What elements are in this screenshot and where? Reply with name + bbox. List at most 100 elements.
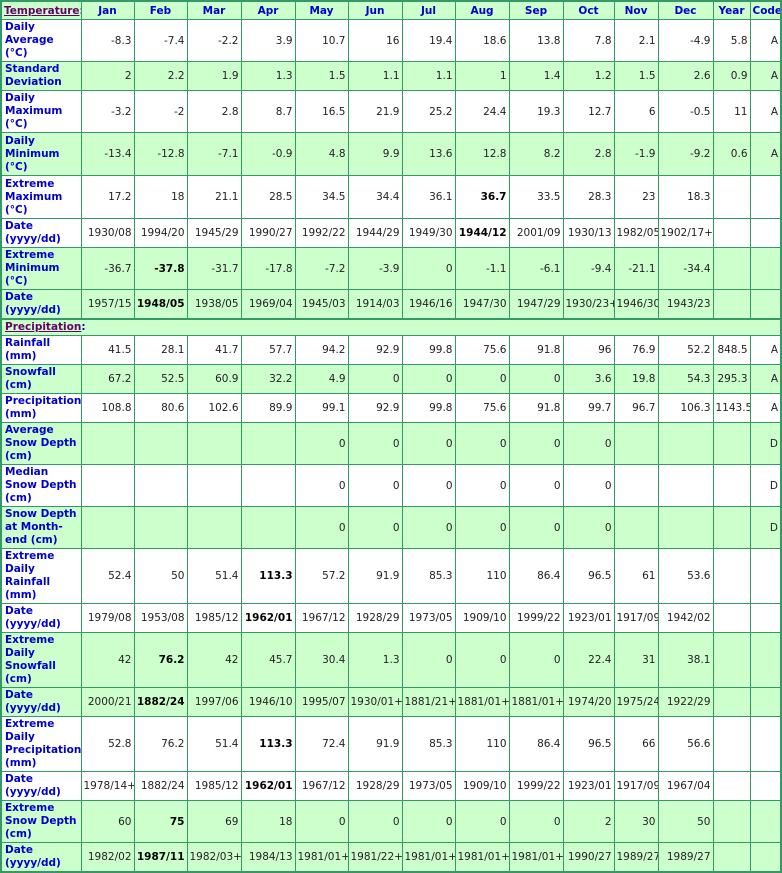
row-label: Average Snow Depth (cm) — [0, 422, 82, 465]
value-cell: -17.8 — [240, 247, 296, 290]
value-cell: 0 — [401, 364, 456, 394]
value-cell: 22.4 — [562, 632, 615, 688]
value-cell: 0 — [401, 247, 456, 290]
value-cell: 38.1 — [657, 632, 714, 688]
month-header: Jul — [401, 0, 456, 20]
code-cell — [749, 771, 782, 801]
month-header: Sep — [508, 0, 564, 20]
value-cell: 96 — [562, 335, 615, 365]
value-cell: 33.5 — [508, 175, 564, 219]
code-cell: D — [749, 506, 782, 549]
year-cell — [712, 548, 751, 604]
value-cell: 99.7 — [562, 393, 615, 423]
colon: : — [81, 321, 86, 333]
code-cell: A — [749, 393, 782, 423]
value-cell: 2 — [80, 61, 135, 91]
value-cell: 1962/01 — [240, 771, 296, 801]
value-cell: 0 — [562, 422, 615, 465]
value-cell: 1995/07 — [294, 687, 349, 717]
value-cell: 4.9 — [294, 364, 349, 394]
value-cell: 1928/29 — [347, 771, 403, 801]
code-cell: A — [749, 132, 782, 176]
year-cell — [712, 247, 751, 290]
row-label: Daily Maximum (°C) — [0, 90, 82, 133]
value-cell: 1881/01+ — [454, 687, 510, 717]
value-cell: 21.9 — [347, 90, 403, 133]
value-cell: 18 — [240, 800, 296, 843]
row-label: Extreme Daily Precipitation (mm) — [0, 716, 82, 772]
value-cell: 16.5 — [294, 90, 349, 133]
data-row: Daily Minimum (°C) -13.4 -12.8 -7.1 -0.9 4.8 9… — [0, 132, 782, 176]
value-cell: -13.4 — [80, 132, 135, 176]
value-cell: 42 — [186, 632, 242, 688]
row-label: Extreme Minimum (°C) — [0, 247, 82, 290]
value-cell: 52.4 — [80, 548, 135, 604]
data-row: Snowfall (cm) 67.2 52.5 60.9 32.2 4.9 0 0 0 0 3.6 1… — [0, 364, 782, 394]
value-cell: 1987/11 — [133, 842, 188, 873]
value-cell: 1981/01+ — [401, 842, 456, 873]
value-cell: 19.4 — [401, 19, 456, 62]
value-cell: 72.4 — [294, 716, 349, 772]
value-cell: 1.3 — [347, 632, 403, 688]
row-label: Daily Minimum (°C) — [0, 132, 82, 176]
value-cell: 0 — [454, 506, 510, 549]
code-cell — [749, 247, 782, 290]
data-row: Extreme Daily Snowfall (cm) 42 76.2 42 45.7 3… — [0, 632, 782, 688]
value-cell: 28.5 — [240, 175, 296, 219]
data-row: Extreme Snow Depth (cm) 60 75 69 18 0 0 0 0 0 2 30 5… — [0, 800, 782, 843]
value-cell: 75.6 — [454, 393, 510, 423]
row-label: Date (yyyy/dd) — [0, 218, 82, 248]
value-cell: 1.9 — [186, 61, 242, 91]
value-cell: 34.4 — [347, 175, 403, 219]
value-cell: 18.3 — [657, 175, 714, 219]
code-cell: D — [749, 422, 782, 465]
value-cell: 8.7 — [240, 90, 296, 133]
code-cell — [749, 687, 782, 717]
value-cell: 1990/27 — [240, 218, 296, 248]
value-cell — [133, 422, 188, 465]
value-cell — [80, 506, 135, 549]
value-cell: 113.3 — [240, 716, 296, 772]
value-cell: -2.2 — [186, 19, 242, 62]
value-cell: 1978/14+ — [80, 771, 135, 801]
value-cell: 21.1 — [186, 175, 242, 219]
value-cell: 1930/01+ — [347, 687, 403, 717]
value-cell: 1909/10 — [454, 603, 510, 633]
value-cell: 45.7 — [240, 632, 296, 688]
value-cell: 16 — [347, 19, 403, 62]
value-cell: 1974/20 — [562, 687, 615, 717]
value-cell: 113.3 — [240, 548, 296, 604]
value-cell: 1953/08 — [133, 603, 188, 633]
value-cell: 28.3 — [562, 175, 615, 219]
value-cell: 1946/10 — [240, 687, 296, 717]
value-cell: 86.4 — [508, 548, 564, 604]
value-cell: 1967/12 — [294, 603, 349, 633]
value-cell: 0 — [508, 464, 564, 507]
value-cell: 51.4 — [186, 548, 242, 604]
year-cell — [712, 771, 751, 801]
value-cell: 2 — [562, 800, 615, 843]
year-cell — [712, 175, 751, 219]
value-cell: 110 — [454, 716, 510, 772]
value-cell: 1930/13 — [562, 218, 615, 248]
value-cell: 0 — [294, 800, 349, 843]
value-cell — [657, 506, 714, 549]
value-cell: 1997/06 — [186, 687, 242, 717]
value-cell: 30.4 — [294, 632, 349, 688]
value-cell: 0 — [508, 364, 564, 394]
precipitation-section-link[interactable]: Precipitation — [5, 321, 82, 333]
value-cell: 2.8 — [562, 132, 615, 176]
value-cell: -1.1 — [454, 247, 510, 290]
code-header: Code — [749, 0, 782, 20]
value-cell: -31.7 — [186, 247, 242, 290]
value-cell: 1967/04 — [657, 771, 714, 801]
value-cell: 10.7 — [294, 19, 349, 62]
temperature-section-link[interactable]: Temperature — [4, 4, 80, 17]
value-cell: 2.2 — [133, 61, 188, 91]
year-cell: 848.5 — [712, 335, 751, 365]
value-cell: -7.4 — [133, 19, 188, 62]
value-cell: 1882/24 — [133, 687, 188, 717]
value-cell — [657, 464, 714, 507]
value-cell: 52.2 — [657, 335, 714, 365]
row-label: Standard Deviation — [0, 61, 82, 91]
